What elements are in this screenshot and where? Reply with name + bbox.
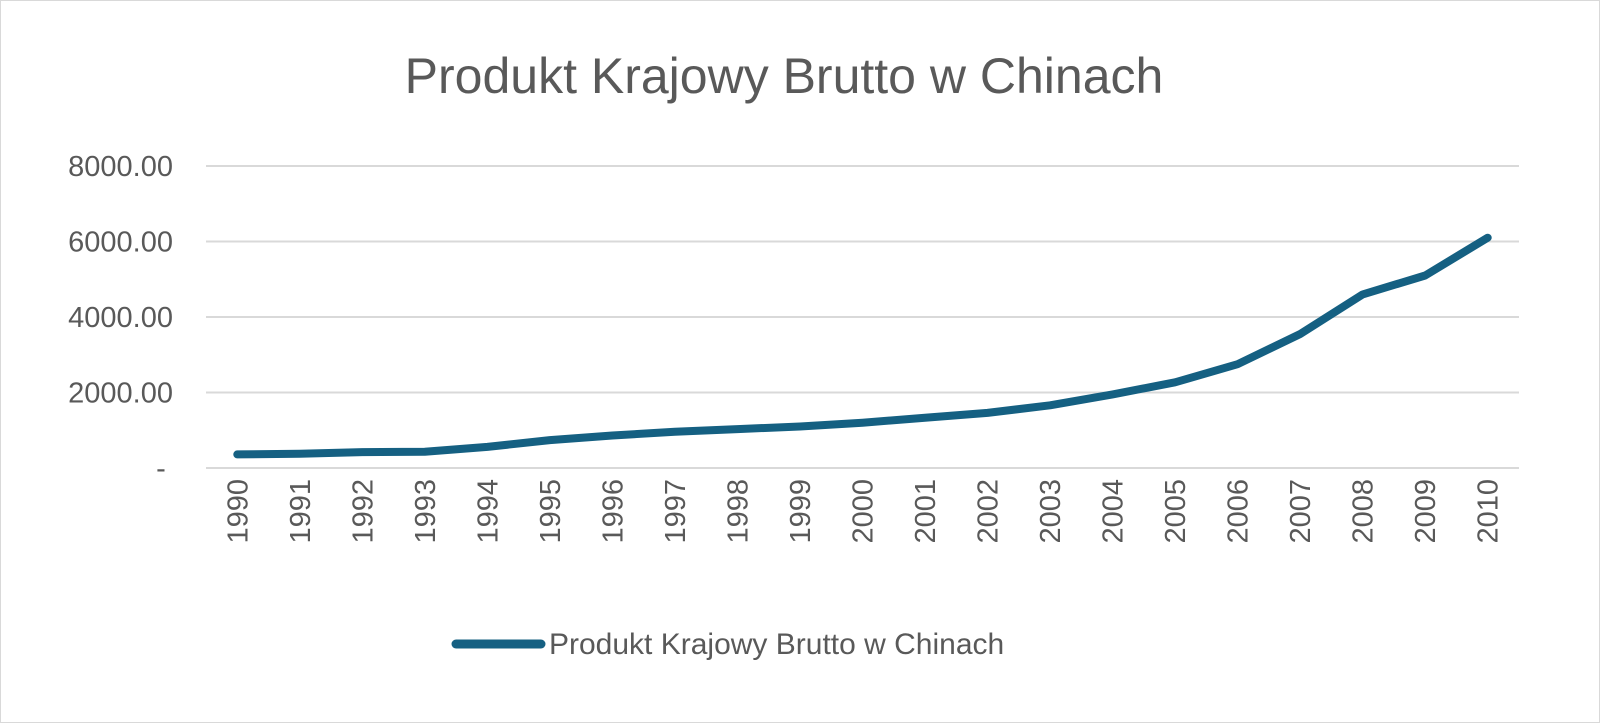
y-tick-label: 2000.00 [68,378,173,410]
x-tick-label: 1993 [410,479,442,544]
chart-title: Produkt Krajowy Brutto w Chinach [405,48,1164,104]
x-tick-label: 2010 [1473,479,1505,544]
y-tick-label: 6000.00 [68,227,173,259]
y-tick-label: - [156,453,166,485]
y-axis-ticks: - 2000.00 4000.00 6000.00 8000.00 [68,151,173,485]
series-line [233,233,1492,459]
x-tick-label: 1996 [597,479,629,544]
x-tick-label: 2009 [1410,479,1442,544]
x-tick-label: 2002 [973,479,1005,544]
x-tick-label: 1991 [285,479,317,544]
series-lines [233,233,1492,459]
x-tick-label: 1998 [722,479,754,544]
x-tick-label: 1992 [347,479,379,544]
x-tick-label: 2004 [1098,479,1130,544]
legend: Produkt Krajowy Brutto w Chinach [451,628,1004,661]
legend-label: Produkt Krajowy Brutto w Chinach [549,628,1004,661]
x-tick-label: 2008 [1348,479,1380,544]
x-tick-label: 2007 [1285,479,1317,544]
x-tick-label: 2003 [1035,479,1067,544]
x-tick-label: 2000 [848,479,880,544]
x-tick-label: 2005 [1160,479,1192,544]
x-tick-label: 2001 [910,479,942,544]
x-tick-label: 1995 [535,479,567,544]
x-axis-ticks: 1990 1991 1992 1993 1994 1995 1996 1997 1998 1999… [222,479,1504,544]
x-tick-label: 1999 [785,479,817,544]
x-tick-label: 1997 [660,479,692,544]
y-tick-label: 4000.00 [68,302,173,334]
y-tick-label: 8000.00 [68,151,173,183]
x-tick-label: 2006 [1223,479,1255,544]
gridlines [206,165,1519,469]
x-tick-label: 1990 [222,479,254,544]
x-tick-label: 1994 [472,479,504,544]
